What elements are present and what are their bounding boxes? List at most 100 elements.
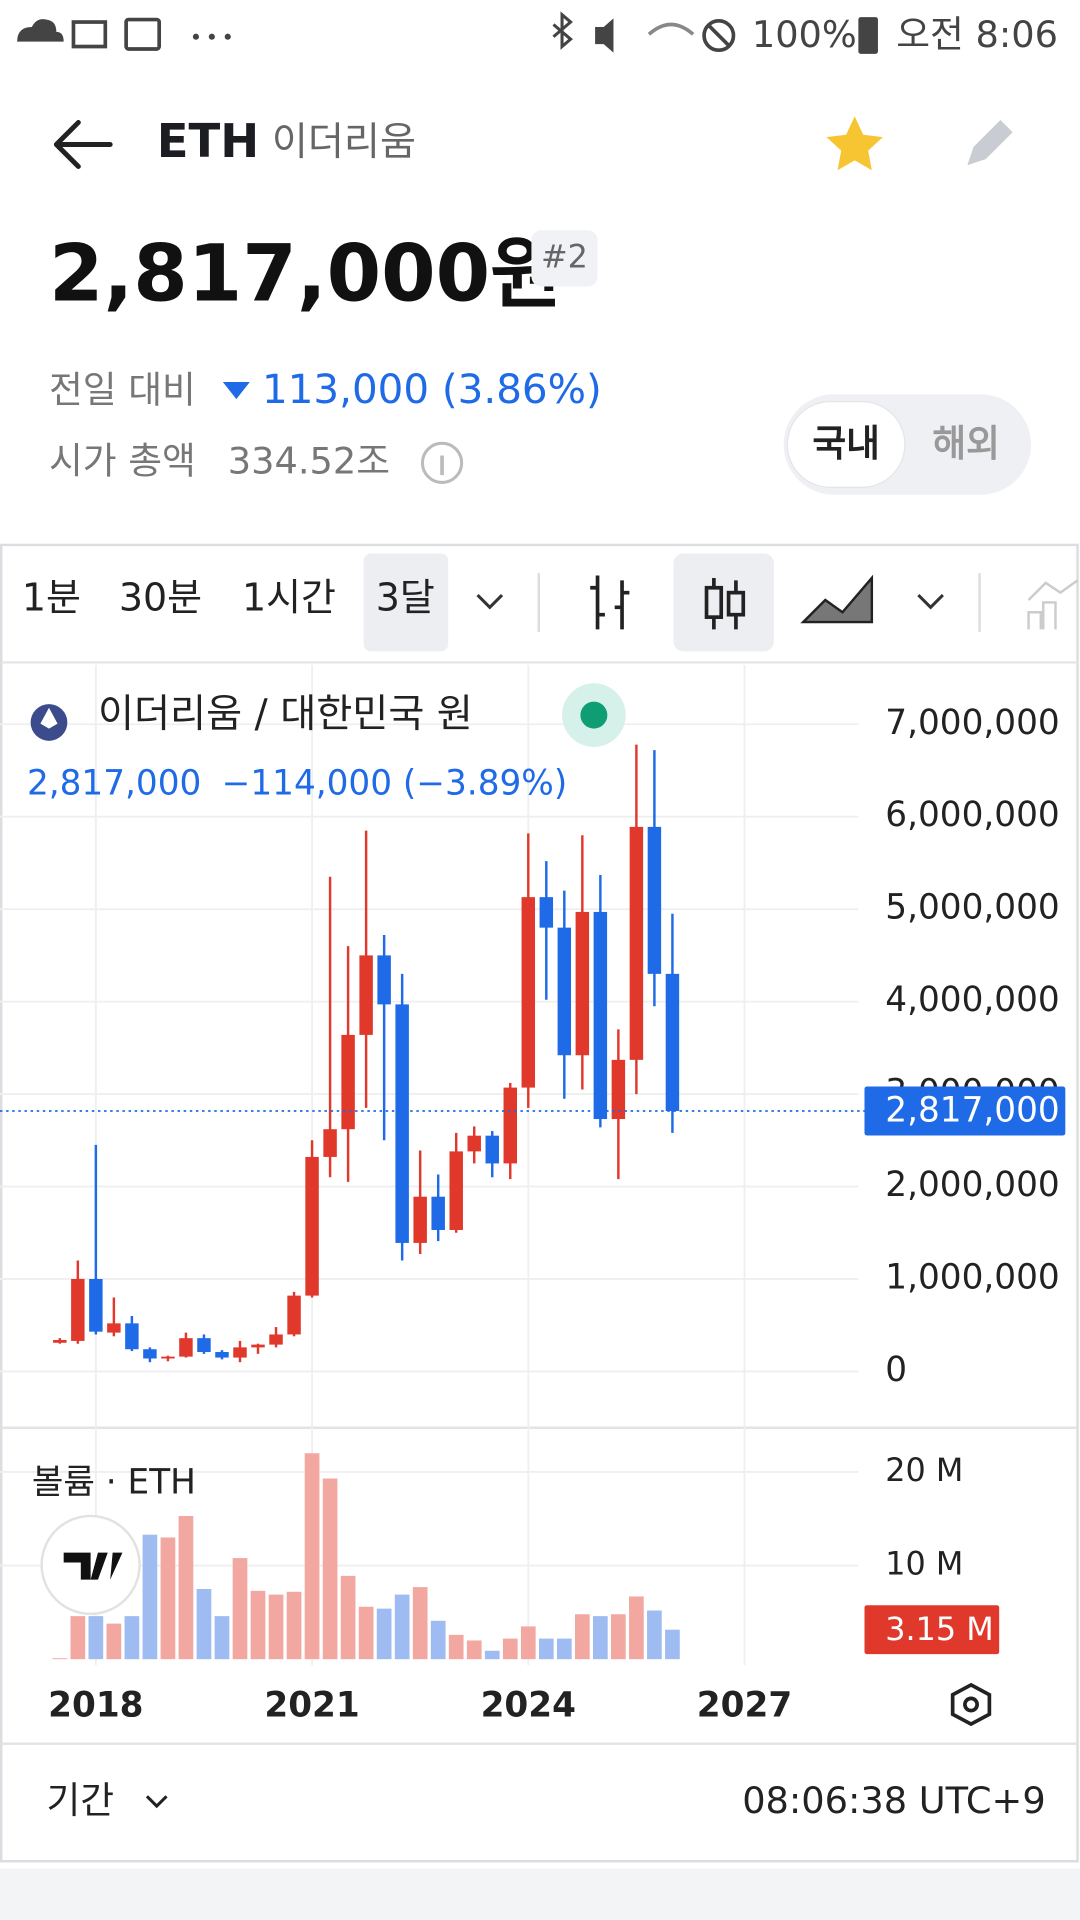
volume-bar: [160, 1537, 176, 1660]
interval[interactable]: 3달: [376, 576, 435, 620]
x-tick-label: 2021: [264, 1685, 359, 1725]
y-tick-label: 6,000,000: [885, 795, 1059, 835]
volume-bar: [520, 1626, 536, 1660]
down-arrow: [222, 382, 250, 400]
bottom-strip: [0, 1868, 1080, 1920]
volume-bar: [70, 1616, 86, 1660]
symbol: ETH: [157, 114, 259, 168]
volume-bar: [629, 1596, 644, 1660]
interval[interactable]: 30분: [119, 576, 202, 620]
market-cap: 334.52조: [228, 439, 390, 482]
cloud-icon: [17, 19, 64, 42]
candle-body: [197, 1338, 211, 1353]
candle-body: [467, 1135, 481, 1152]
bar-chart-button[interactable]: [590, 575, 630, 630]
last-volume-label: 3.15 M: [885, 1610, 993, 1648]
y-tick-label: 10 M: [885, 1545, 963, 1583]
last-price-label: 2,817,000: [885, 1091, 1059, 1131]
period-dropdown[interactable]: [145, 1795, 168, 1809]
toggle-domestic[interactable]: 국내: [812, 422, 880, 465]
volume-bar: [430, 1620, 446, 1660]
period-button[interactable]: 기간: [47, 1779, 115, 1822]
volume-bar: [394, 1594, 410, 1660]
candle-button-body: [726, 590, 746, 617]
volume-bar: [665, 1629, 680, 1660]
x-tick-label: 2024: [481, 1685, 576, 1725]
volume-bar: [412, 1587, 428, 1660]
candle-body: [233, 1347, 247, 1358]
candle-body: [413, 1196, 427, 1243]
candle-body: [503, 1087, 517, 1164]
clock: 오전 8:06: [896, 13, 1058, 56]
settings-button[interactable]: [950, 1682, 992, 1727]
candle-body: [179, 1338, 193, 1357]
volume-bar: [358, 1606, 374, 1660]
chart-type-dropdown[interactable]: [917, 594, 944, 610]
candle-button-bg: [673, 553, 774, 652]
battery-text: 100%: [752, 13, 857, 56]
candle-body: [305, 1156, 319, 1296]
interval-active: [363, 553, 449, 652]
candle-body: [107, 1323, 121, 1333]
candle-body: [611, 1059, 626, 1120]
dot: [224, 33, 231, 40]
change-value: 113,000 (3.86%): [262, 365, 602, 413]
plot-layer: 01,000,0002,000,0003,000,0004,000,0005,0…: [0, 703, 1066, 1725]
volume-bar: [466, 1640, 482, 1660]
candle-body: [395, 1004, 409, 1243]
interval[interactable]: 1시간: [242, 576, 336, 620]
image-icon: [124, 17, 162, 51]
calendar-icon: [71, 20, 108, 49]
y-tick-label: 20 M: [885, 1451, 963, 1489]
volume-bar: [52, 1658, 68, 1660]
candle-body: [593, 911, 608, 1120]
interval-dropdown[interactable]: [476, 594, 504, 610]
candle-body: [89, 1278, 103, 1332]
candle-body: [125, 1323, 139, 1350]
indicator-button[interactable]: [1027, 579, 1079, 630]
y-tick-label: 1,000,000: [885, 1257, 1059, 1297]
area-chart-button[interactable]: [800, 574, 874, 624]
volume-bar: [106, 1623, 122, 1660]
candle-body: [251, 1344, 265, 1348]
legend-last: 2,817,000: [27, 763, 201, 803]
favorite-star[interactable]: [826, 116, 883, 171]
candle-body: [539, 897, 554, 928]
volume-bar: [448, 1634, 464, 1660]
volume-title: 볼륨 · ETH: [32, 1463, 196, 1503]
y-tick-label: 5,000,000: [885, 888, 1059, 928]
candle-body: [431, 1196, 445, 1230]
volume-bar: [322, 1478, 338, 1660]
y-tick-label: 7,000,000: [885, 703, 1059, 743]
edit-button[interactable]: [967, 120, 1013, 166]
candle-body: [521, 897, 536, 1088]
y-tick-label: 2,000,000: [885, 1165, 1059, 1205]
last-volume-box: [864, 1605, 1000, 1655]
y-tick-label: 0: [885, 1350, 907, 1390]
dot: [192, 33, 199, 40]
back-button[interactable]: [53, 120, 113, 169]
mute-icon: [595, 18, 614, 53]
interval[interactable]: 1분: [22, 576, 81, 620]
candle-body: [143, 1349, 157, 1359]
volume-bar: [268, 1594, 284, 1660]
info-icon[interactable]: [420, 441, 464, 484]
candle-body: [557, 927, 572, 1056]
candle-body: [287, 1295, 301, 1335]
toggle-overseas[interactable]: 해외: [932, 422, 1000, 465]
rank-badge: [531, 230, 598, 287]
toggle-active[interactable]: [786, 401, 906, 488]
candle-body: [341, 1034, 355, 1130]
candle-body: [485, 1135, 499, 1164]
current-price: 2,817,000원: [49, 229, 562, 320]
volume-bar: [124, 1616, 140, 1660]
volume-bar: [556, 1638, 572, 1660]
x-tick-label: 2027: [697, 1685, 792, 1725]
candle-body: [323, 1129, 337, 1157]
chart-title: 이더리움 / 대한민국 원: [98, 692, 473, 737]
candle-body: [359, 955, 373, 1035]
candle-button-body: [704, 585, 724, 619]
candle-body: [161, 1356, 175, 1359]
